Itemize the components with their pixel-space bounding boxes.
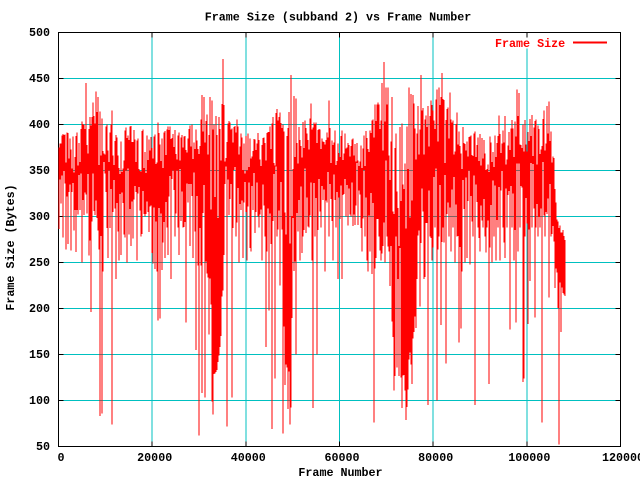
svg-text:150: 150 (29, 348, 50, 362)
svg-text:60000: 60000 (324, 451, 359, 465)
svg-text:50: 50 (36, 440, 50, 454)
svg-text:80000: 80000 (418, 451, 453, 465)
svg-text:400: 400 (29, 118, 50, 132)
svg-text:250: 250 (29, 256, 50, 270)
svg-text:450: 450 (29, 72, 50, 86)
svg-text:350: 350 (29, 164, 50, 178)
svg-text:40000: 40000 (231, 451, 266, 465)
svg-text:Frame Size: Frame Size (495, 37, 565, 51)
svg-text:120000: 120000 (602, 451, 640, 465)
svg-text:Frame Size (Bytes): Frame Size (Bytes) (4, 184, 18, 310)
svg-text:200: 200 (29, 302, 50, 316)
svg-text:100: 100 (29, 394, 50, 408)
svg-text:500: 500 (29, 26, 50, 40)
svg-text:Frame Size (subband 2) vs Fram: Frame Size (subband 2) vs Frame Number (205, 11, 472, 25)
svg-text:Frame Number: Frame Number (298, 466, 382, 480)
svg-text:300: 300 (29, 210, 50, 224)
svg-text:100000: 100000 (508, 451, 550, 465)
svg-text:0: 0 (57, 451, 64, 465)
svg-text:20000: 20000 (137, 451, 172, 465)
